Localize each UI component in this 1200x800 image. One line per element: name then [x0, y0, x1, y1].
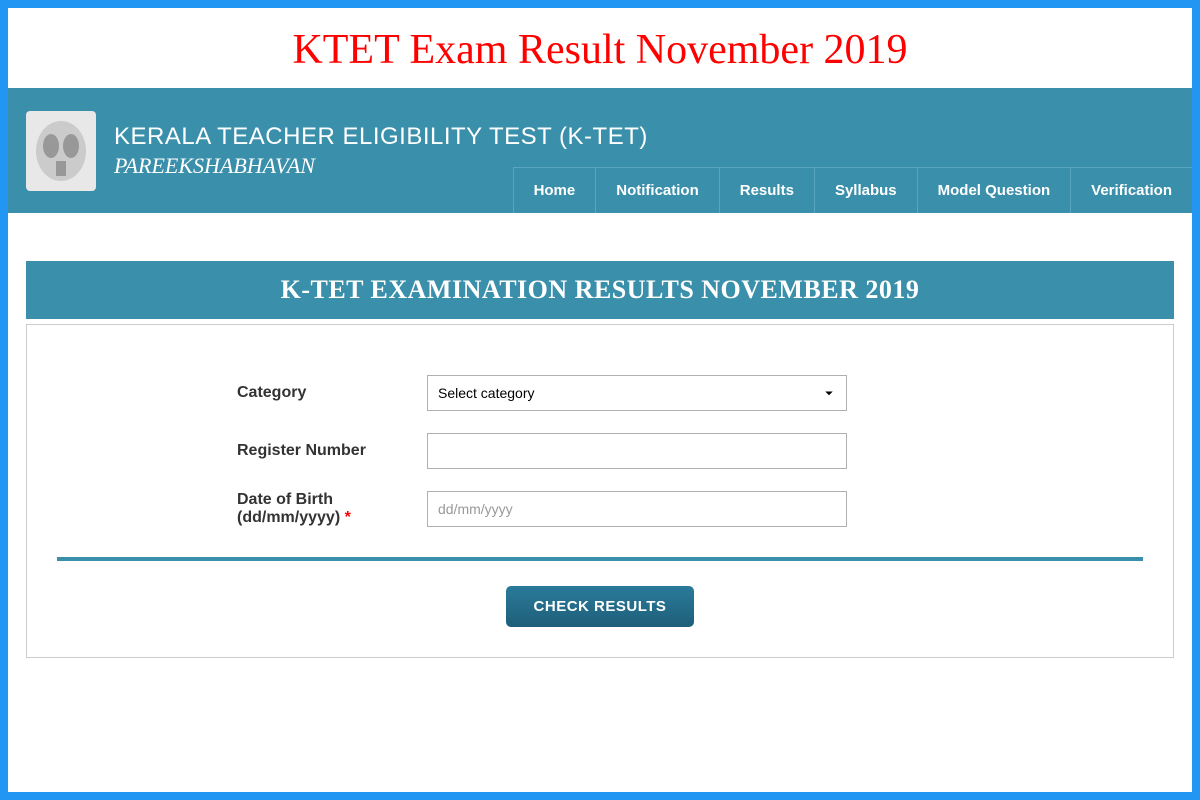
required-asterisk: * — [340, 509, 351, 526]
dob-label-text: Date of Birth (dd/mm/yyyy) — [237, 491, 340, 526]
category-control: Select category — [427, 375, 847, 411]
dob-control — [427, 491, 847, 527]
dob-label: Date of Birth (dd/mm/yyyy) * — [57, 491, 427, 527]
nav-syllabus[interactable]: Syllabus — [814, 167, 917, 213]
nav-verification[interactable]: Verification — [1070, 167, 1192, 213]
register-control — [427, 433, 847, 469]
dob-input[interactable] — [427, 491, 847, 527]
check-results-button[interactable]: CHECK RESULTS — [506, 586, 695, 627]
divider-line — [57, 557, 1143, 561]
header-bar: KERALA TEACHER ELIGIBILITY TEST (K-TET) … — [8, 88, 1192, 213]
nav-notification[interactable]: Notification — [595, 167, 719, 213]
results-banner: K-TET EXAMINATION RESULTS NOVEMBER 2019 — [26, 261, 1174, 319]
register-label: Register Number — [57, 442, 427, 460]
emblem-icon — [31, 116, 91, 186]
kerala-emblem-logo — [26, 111, 96, 191]
page-title: KTET Exam Result November 2019 — [8, 8, 1192, 88]
org-title: KERALA TEACHER ELIGIBILITY TEST (K-TET) — [114, 123, 648, 151]
button-row: CHECK RESULTS — [57, 586, 1143, 627]
nav-model-question[interactable]: Model Question — [917, 167, 1071, 213]
nav-results[interactable]: Results — [719, 167, 814, 213]
category-row: Category Select category — [57, 375, 1143, 411]
content-area: K-TET EXAMINATION RESULTS NOVEMBER 2019 … — [8, 213, 1192, 676]
register-row: Register Number — [57, 433, 1143, 469]
dob-row: Date of Birth (dd/mm/yyyy) * — [57, 491, 1143, 527]
nav-home[interactable]: Home — [513, 167, 596, 213]
category-label: Category — [57, 384, 427, 402]
category-select[interactable]: Select category — [427, 375, 847, 411]
register-input[interactable] — [427, 433, 847, 469]
nav-menu: Home Notification Results Syllabus Model… — [513, 167, 1192, 213]
form-container: Category Select category Register Number… — [26, 324, 1174, 658]
outer-frame: KTET Exam Result November 2019 KERALA TE… — [0, 0, 1200, 800]
